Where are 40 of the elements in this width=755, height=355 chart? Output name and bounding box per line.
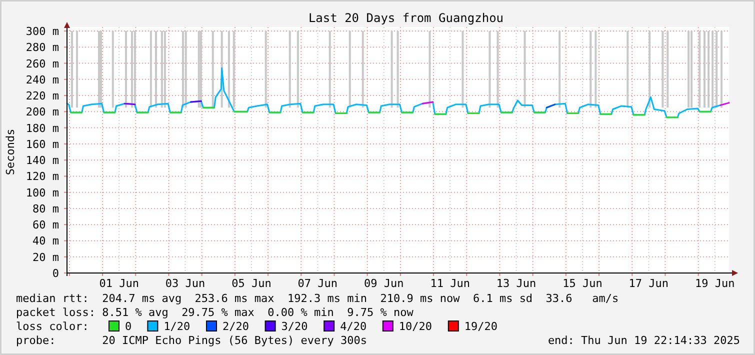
legend-label: 10/20 — [398, 320, 432, 333]
x-tick-label: 09 Jun — [364, 277, 404, 290]
text: median rtt: 204.7 ms avg 253.6 ms max 192.3 ms min 210.9 ms now 6.1 ms sd 33.6 am/s — [16, 292, 619, 305]
x-tick-label: 03 Jun — [165, 277, 206, 290]
y-tick-label: 120 m — [26, 170, 60, 184]
y-axis-title: Seconds — [4, 128, 17, 176]
legend-label: 0 — [125, 320, 132, 333]
x-tick-label: 05 Jun — [232, 277, 272, 290]
text: probe: 20 ICMP Echo Pings (56 Bytes) every 300s — [16, 334, 367, 347]
x-tick-label: 19 Jun — [695, 277, 735, 290]
legend-label: 2/20 — [222, 320, 249, 333]
y-tick-label: 20 m — [32, 250, 60, 264]
x-tick-label: 15 Jun — [562, 277, 602, 290]
x-tick-label: 11 Jun — [430, 277, 470, 290]
y-tick-label: 280 m — [26, 41, 60, 54]
y-tick-label: 300 m — [26, 25, 60, 38]
legend-label: 4/20 — [340, 320, 367, 333]
legend-label: 1/20 — [164, 320, 190, 333]
y-tick-label: 60 m — [32, 218, 60, 232]
text: packet loss: 8.51 % avg 29.75 % max 0.00 % min 9.75 % now — [16, 306, 414, 319]
y-tick-label: 160 m — [26, 138, 60, 151]
y-tick-label: 240 m — [26, 73, 60, 86]
chart-title: Last 20 Days from Guangzhou — [308, 11, 504, 25]
x-tick-label: 13 Jun — [496, 277, 536, 290]
y-tick-label: 80 m — [32, 202, 60, 216]
x-tick-label: 17 Jun — [628, 277, 669, 290]
legend-label: 19/20 — [464, 320, 498, 333]
y-tick-label: 180 m — [26, 122, 60, 135]
x-tick-label: 01 Jun — [99, 277, 139, 290]
y-tick-label: 0 — [52, 267, 59, 280]
text: end: Thu Jun 19 22:14:33 2025 — [548, 334, 740, 347]
y-tick-label: 220 m — [26, 90, 60, 103]
y-tick-label: 200 m — [26, 106, 60, 119]
y-tick-label: 260 m — [26, 57, 60, 70]
y-tick-label: 140 m — [26, 154, 60, 168]
y-tick-label: 100 m — [26, 186, 60, 200]
x-tick-label: 07 Jun — [298, 277, 338, 290]
y-tick-label: 40 m — [32, 234, 60, 248]
legend-title: loss color: — [16, 320, 89, 333]
legend-label: 3/20 — [281, 320, 308, 333]
